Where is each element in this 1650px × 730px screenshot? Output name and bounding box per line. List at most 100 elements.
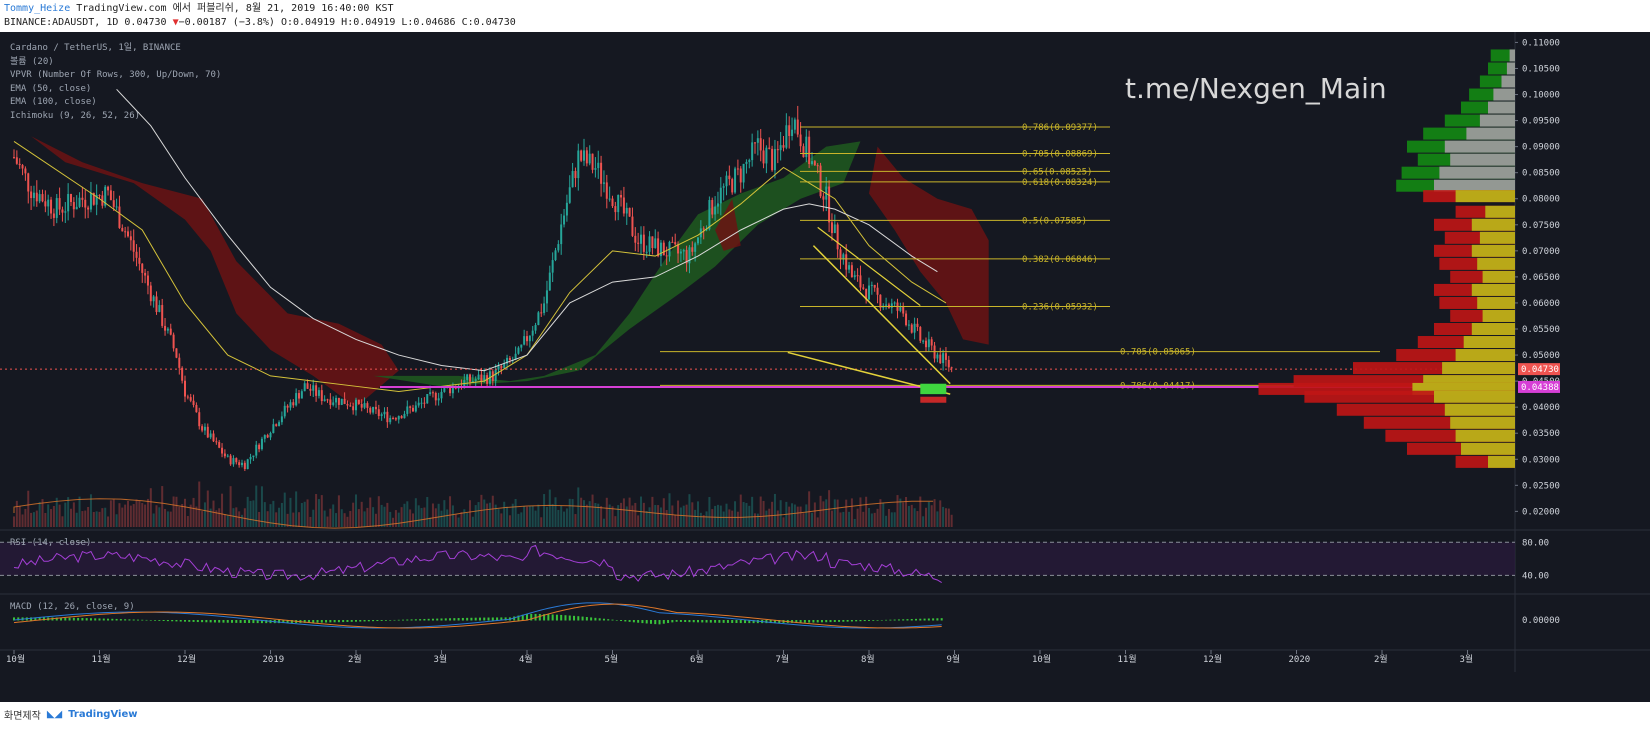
candle-body [788, 125, 791, 136]
macd-histogram-bar [414, 619, 417, 621]
candle-body [677, 244, 680, 254]
volume-bar [380, 504, 383, 527]
trend-line [817, 226, 921, 307]
volume-bar [560, 505, 563, 527]
macd-histogram-bar [248, 620, 251, 624]
macd-histogram-bar [38, 617, 41, 621]
candle-body [811, 161, 813, 165]
candle-body [469, 374, 471, 382]
volume-bar [78, 496, 81, 527]
volume-bar [819, 495, 822, 527]
legend-ichimoku[interactable]: Ichimoku (9, 26, 52, 26) [10, 110, 141, 121]
vpvr-up-volume [1461, 442, 1515, 455]
footer-text: 화면제작 [4, 711, 41, 722]
candle-body [545, 290, 548, 304]
candle-body [819, 165, 822, 197]
candle-body [739, 168, 742, 183]
macd-histogram-bar [389, 620, 392, 621]
volume-bar [386, 502, 389, 527]
legend-volume[interactable]: 볼륨 (20) [10, 56, 54, 67]
volume-bar [813, 502, 816, 527]
candle-body [517, 347, 520, 354]
volume-bar [47, 504, 50, 527]
volume-bar [950, 514, 953, 527]
volume-bar [18, 506, 21, 527]
tradingview-logo-text[interactable]: TradingView [68, 709, 138, 720]
candle-body [346, 404, 349, 406]
candle-body [315, 385, 318, 396]
volume-bar [394, 510, 397, 527]
candle-body [574, 170, 577, 179]
author-link[interactable]: Tommy_Heize [4, 3, 71, 14]
volume-bar [92, 512, 95, 527]
candle-body [830, 222, 833, 234]
macd-histogram-bar [675, 620, 678, 622]
candle-body [756, 138, 759, 143]
candle-body [540, 312, 543, 314]
macd-histogram-bar [419, 619, 422, 621]
macd-histogram-bar [825, 620, 828, 623]
tradingview-logo-icon[interactable]: ◣◢ [46, 709, 63, 720]
macd-histogram-bar [444, 618, 447, 621]
legend-symbol[interactable]: Cardano / TetherUS, 1일, BINANCE [10, 43, 181, 53]
vpvr-up-volume [1479, 114, 1515, 127]
volume-bar [400, 507, 403, 527]
macd-label[interactable]: MACD (12, 26, close, 9) [10, 602, 135, 612]
price-tick-label: 0.10000 [1522, 91, 1560, 101]
volume-bar [315, 494, 318, 527]
candle-body [266, 435, 269, 438]
volume-bar [486, 503, 489, 527]
legend-vpvr[interactable]: VPVR (Number Of Rows, 300, Up/Down, 70) [10, 70, 222, 80]
candle-body [84, 199, 87, 208]
macd-histogram-bar [85, 618, 88, 621]
volume-bar [406, 501, 409, 527]
price-tick-label: 0.08500 [1522, 169, 1560, 179]
volume-bar [155, 505, 158, 527]
candle-body [72, 202, 75, 210]
candle-body [645, 251, 648, 253]
candle-body [782, 145, 785, 148]
volume-bar [306, 499, 309, 527]
candle-body [665, 255, 668, 257]
volume-bar [198, 481, 201, 527]
candle-body [608, 198, 611, 200]
volume-bar [357, 509, 360, 527]
volume-bar [511, 503, 514, 527]
rsi-label[interactable]: RSI (14, close) [10, 538, 92, 548]
time-tick-label: 2월 [1374, 653, 1388, 665]
candle-body [526, 336, 528, 342]
candle-body [44, 201, 47, 207]
volume-bar [870, 513, 873, 527]
chart-area[interactable]: 0.786(0.09377) 0.705(0.08869) 0.65(0.08525… [0, 32, 1650, 702]
macd-histogram-bar [667, 620, 670, 624]
candle-body [597, 162, 600, 169]
candle-body [640, 234, 642, 244]
volume-bar [925, 507, 927, 527]
legend-ema100[interactable]: EMA (100, close) [10, 97, 97, 107]
volume-bar [799, 506, 802, 527]
volume-bar [754, 513, 756, 527]
macd-tick-label: 0.00000 [1522, 616, 1560, 626]
macd-histogram-bar [179, 620, 182, 622]
legend-ema50[interactable]: EMA (50, close) [10, 83, 92, 94]
volume-bar [688, 494, 691, 527]
candle-body [697, 237, 699, 244]
volume-bar [779, 500, 782, 527]
vpvr-up-volume [1471, 244, 1515, 257]
candle-body [104, 186, 107, 206]
volume-bar [514, 499, 517, 527]
volume-bar [164, 508, 167, 527]
volume-bar [705, 511, 708, 527]
macd-histogram-bar [158, 620, 161, 621]
candle-body [773, 149, 776, 171]
chart-canvas[interactable]: 0.786(0.09377) 0.705(0.08869) 0.65(0.08525… [0, 32, 1650, 702]
volume-bar [192, 497, 195, 527]
volume-bar [645, 511, 648, 527]
volume-bar [551, 504, 554, 527]
candle-body [18, 163, 21, 166]
candle-body [275, 424, 278, 426]
volume-bar [893, 512, 896, 527]
macd-histogram-bar [919, 618, 922, 621]
volume-bar [124, 504, 127, 527]
macd-histogram-bar [423, 618, 426, 621]
